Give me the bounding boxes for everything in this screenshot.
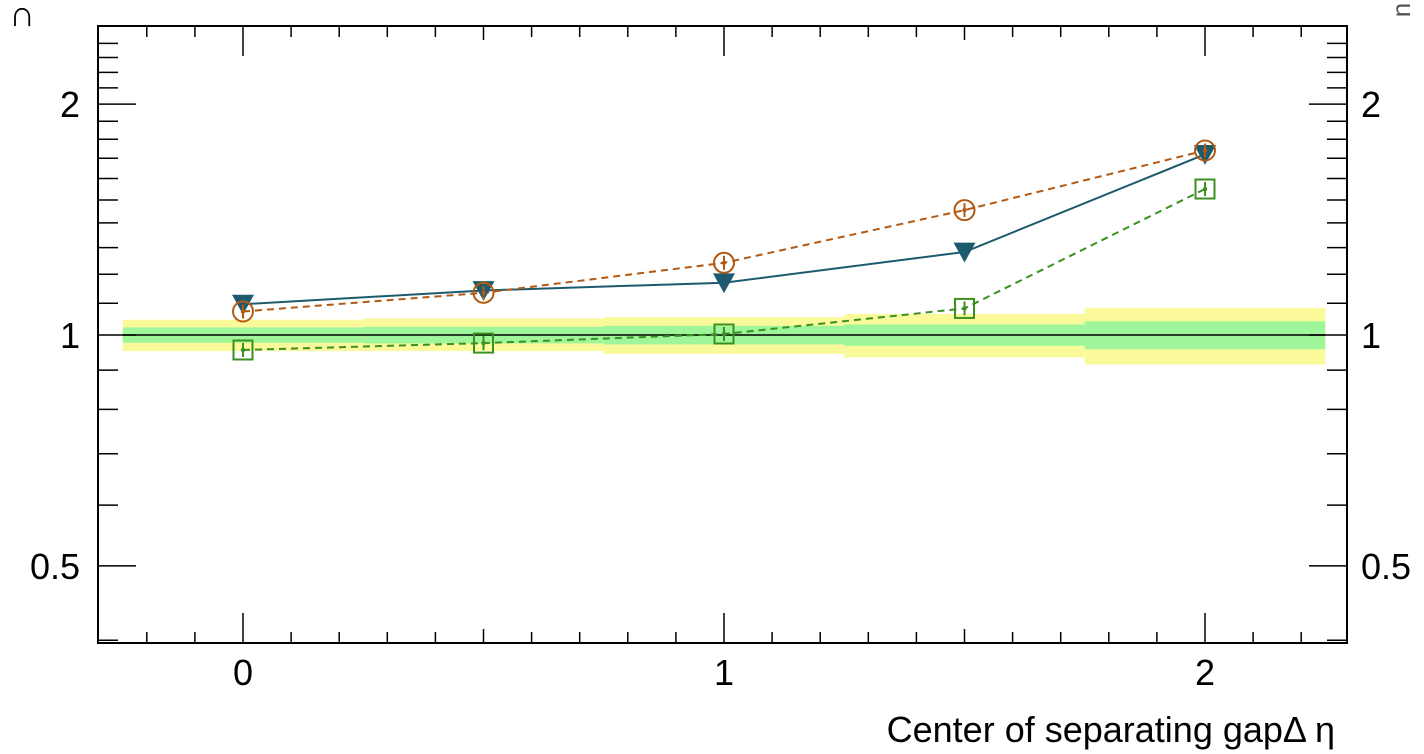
series-2-center [721,331,727,337]
series-2-point [713,323,735,345]
y-tick-label-right: 2 [1361,84,1381,125]
series-2-point [232,339,254,361]
uncertainty-bands [122,307,1326,365]
axis-ticks [98,26,1347,643]
series-1-center [1202,148,1208,153]
top-cut-label: ∩ [9,0,35,34]
series-0-center [721,280,727,285]
series-2-point [1194,178,1216,200]
series-1-center [721,260,727,266]
series-1-point [232,300,254,323]
x-tick-label: 1 [714,652,734,693]
series-1-center [240,309,246,314]
y-tick-label-right: 1 [1361,315,1381,356]
series-0-center [962,249,967,255]
series-1-center [481,290,486,296]
series-1-point [953,199,976,222]
y-tick-label: 1 [60,315,80,356]
series-1-point [1194,139,1216,162]
series-2-center [1202,186,1208,192]
series-2-center [240,347,246,353]
y-tick-label: 2 [60,84,80,125]
series-1-center [962,207,967,213]
y-tick-label: 0.5 [30,546,80,587]
x-tick-label: 2 [1195,652,1215,693]
series-2-point [473,332,494,354]
y-tick-label-right: 0.5 [1361,546,1411,587]
x-axis-title: Center of separating gapΔ η [887,709,1335,750]
x-tick-label: 0 [233,652,253,693]
right-cut-label: n [1386,3,1416,17]
series-2-center [962,306,967,311]
data-series [232,139,1216,361]
series-1-point [713,251,735,274]
tick-labels: 0 1 2 0.5 0.5 1 1 2 2 [30,84,1411,693]
series-1-point [472,281,495,304]
series-0-center [240,301,246,307]
series-2-point [954,297,975,319]
series-2-center [481,340,486,346]
